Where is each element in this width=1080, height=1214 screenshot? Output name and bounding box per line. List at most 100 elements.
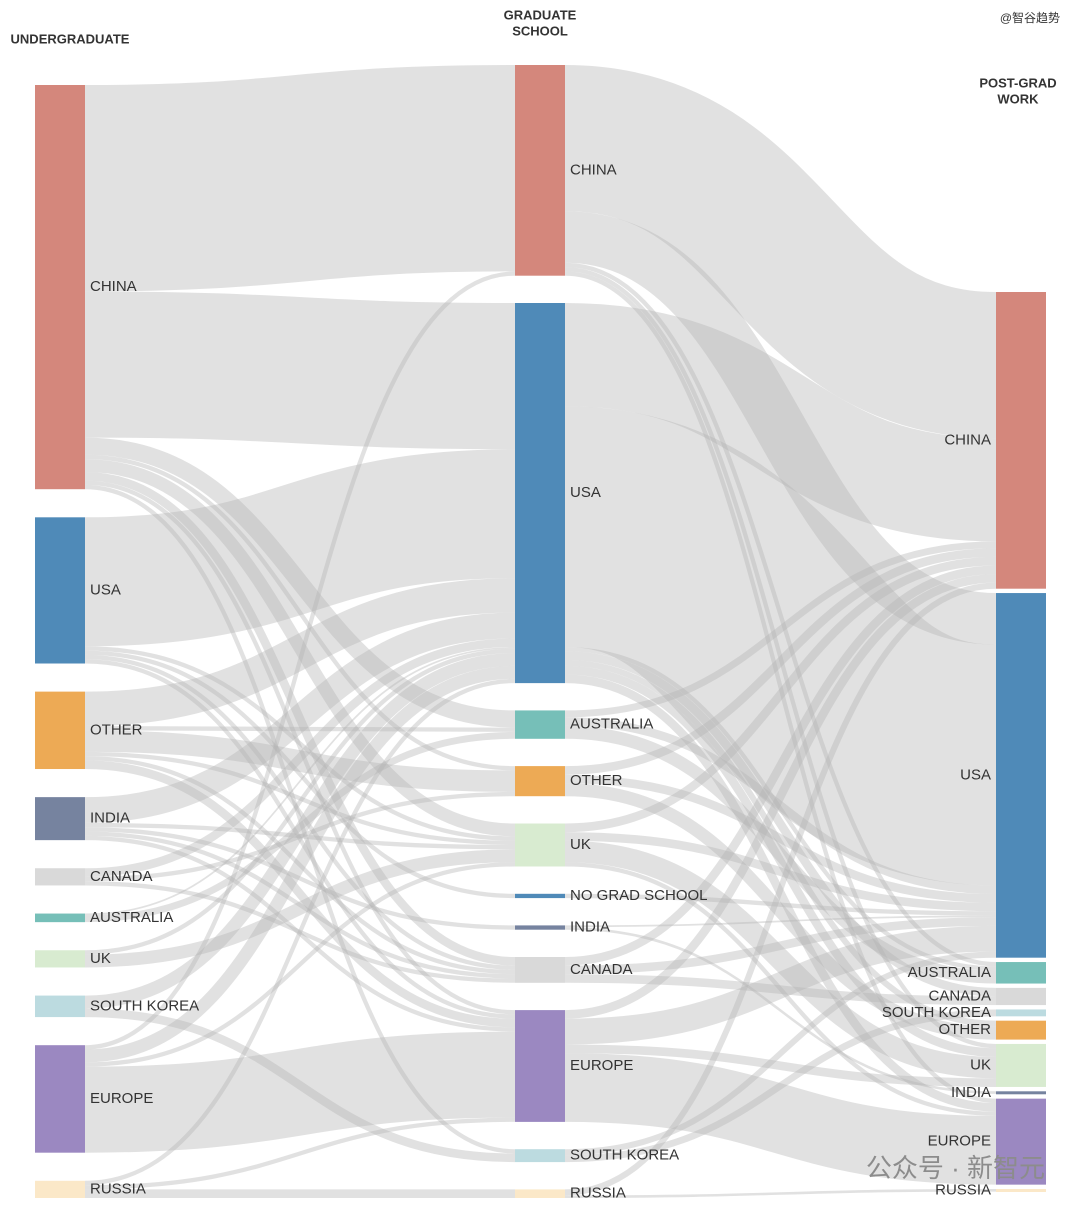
- node: [35, 797, 85, 841]
- node-label: SOUTH KOREA: [882, 1004, 991, 1021]
- node: [515, 303, 565, 684]
- flow: [564, 574, 997, 1019]
- node: [35, 995, 85, 1018]
- flow: [564, 927, 997, 1094]
- flow: [564, 665, 997, 1057]
- column-title: GRADUATE: [504, 7, 577, 22]
- flow: [84, 751, 516, 845]
- column-title: UNDERGRADUATE: [11, 31, 130, 46]
- flow: [84, 449, 516, 647]
- node-label: USA: [960, 766, 991, 783]
- flow: [84, 791, 516, 882]
- flow: [564, 974, 997, 1006]
- flow: [560, 406, 1001, 886]
- node: [35, 691, 85, 770]
- flow: [564, 556, 997, 833]
- node: [35, 868, 85, 886]
- flow: [84, 459, 516, 837]
- node: [996, 1043, 1046, 1087]
- node: [515, 710, 565, 739]
- flow: [84, 1117, 516, 1190]
- node: [515, 1149, 565, 1163]
- node-label: CHINA: [90, 278, 137, 295]
- flow: [84, 654, 516, 970]
- flow: [84, 881, 516, 983]
- links: [84, 65, 1001, 1199]
- flow: [84, 646, 516, 841]
- node-label: SOUTH KOREA: [570, 1147, 679, 1164]
- flow: [84, 480, 516, 1015]
- flow: [84, 1031, 516, 1153]
- node-label: INDIA: [90, 810, 130, 827]
- flow: [564, 262, 997, 967]
- flow: [564, 832, 997, 912]
- node-label: CANADA: [90, 868, 153, 885]
- node: [996, 1020, 1046, 1040]
- flow: [84, 648, 516, 955]
- flow: [564, 925, 997, 1045]
- flow: [564, 271, 997, 1103]
- flow: [84, 578, 516, 727]
- node-label: CHINA: [944, 431, 991, 448]
- node: [35, 85, 85, 490]
- flow: [84, 665, 516, 1063]
- flow: [564, 565, 997, 966]
- node-label: RUSSIA: [935, 1181, 991, 1198]
- node: [515, 766, 565, 797]
- flow: [564, 659, 997, 1027]
- flow: [84, 822, 516, 850]
- flow: [84, 659, 516, 1019]
- node: [35, 517, 85, 664]
- node-label: CHINA: [570, 161, 617, 178]
- flow: [84, 454, 516, 771]
- flow: [84, 731, 516, 923]
- node: [515, 925, 565, 930]
- flow: [564, 915, 997, 928]
- flow: [564, 303, 997, 542]
- node-label: INDIA: [570, 919, 610, 936]
- node: [996, 1098, 1046, 1185]
- flow: [84, 726, 516, 732]
- flow: [84, 835, 516, 1032]
- node: [996, 1189, 1046, 1192]
- node: [35, 1045, 85, 1153]
- node-label: USA: [570, 484, 601, 501]
- flow: [562, 65, 999, 439]
- flow: [84, 472, 516, 966]
- flow: [564, 267, 997, 1049]
- node-label: OTHER: [939, 1021, 992, 1038]
- flow: [84, 612, 516, 823]
- node: [515, 823, 565, 867]
- flow: [564, 725, 997, 984]
- flow: [84, 1008, 516, 1163]
- node: [515, 957, 565, 983]
- node: [515, 1010, 565, 1122]
- node-label: CANADA: [570, 961, 633, 978]
- node: [996, 1091, 1046, 1095]
- flow: [84, 437, 516, 728]
- node: [35, 913, 85, 923]
- column-title: SCHOOL: [512, 23, 568, 38]
- flow: [84, 678, 516, 1186]
- node-label: USA: [90, 581, 121, 598]
- node-label: UK: [90, 950, 111, 967]
- node: [35, 950, 85, 968]
- node: [996, 987, 1046, 1006]
- flow: [84, 65, 516, 292]
- flow: [564, 211, 997, 645]
- node-label: AUSTRALIA: [90, 909, 173, 926]
- node: [35, 1180, 85, 1198]
- node: [515, 65, 565, 276]
- flow: [564, 1189, 997, 1198]
- flow: [564, 647, 997, 971]
- flow: [564, 783, 997, 1040]
- column-title: WORK: [997, 91, 1039, 106]
- flow: [84, 827, 516, 930]
- flow: [564, 862, 997, 1116]
- flow: [564, 717, 997, 895]
- node: [515, 893, 565, 899]
- node-label: OTHER: [570, 772, 623, 789]
- node-label: UK: [970, 1056, 991, 1073]
- node: [996, 292, 1046, 589]
- flow: [84, 862, 516, 1067]
